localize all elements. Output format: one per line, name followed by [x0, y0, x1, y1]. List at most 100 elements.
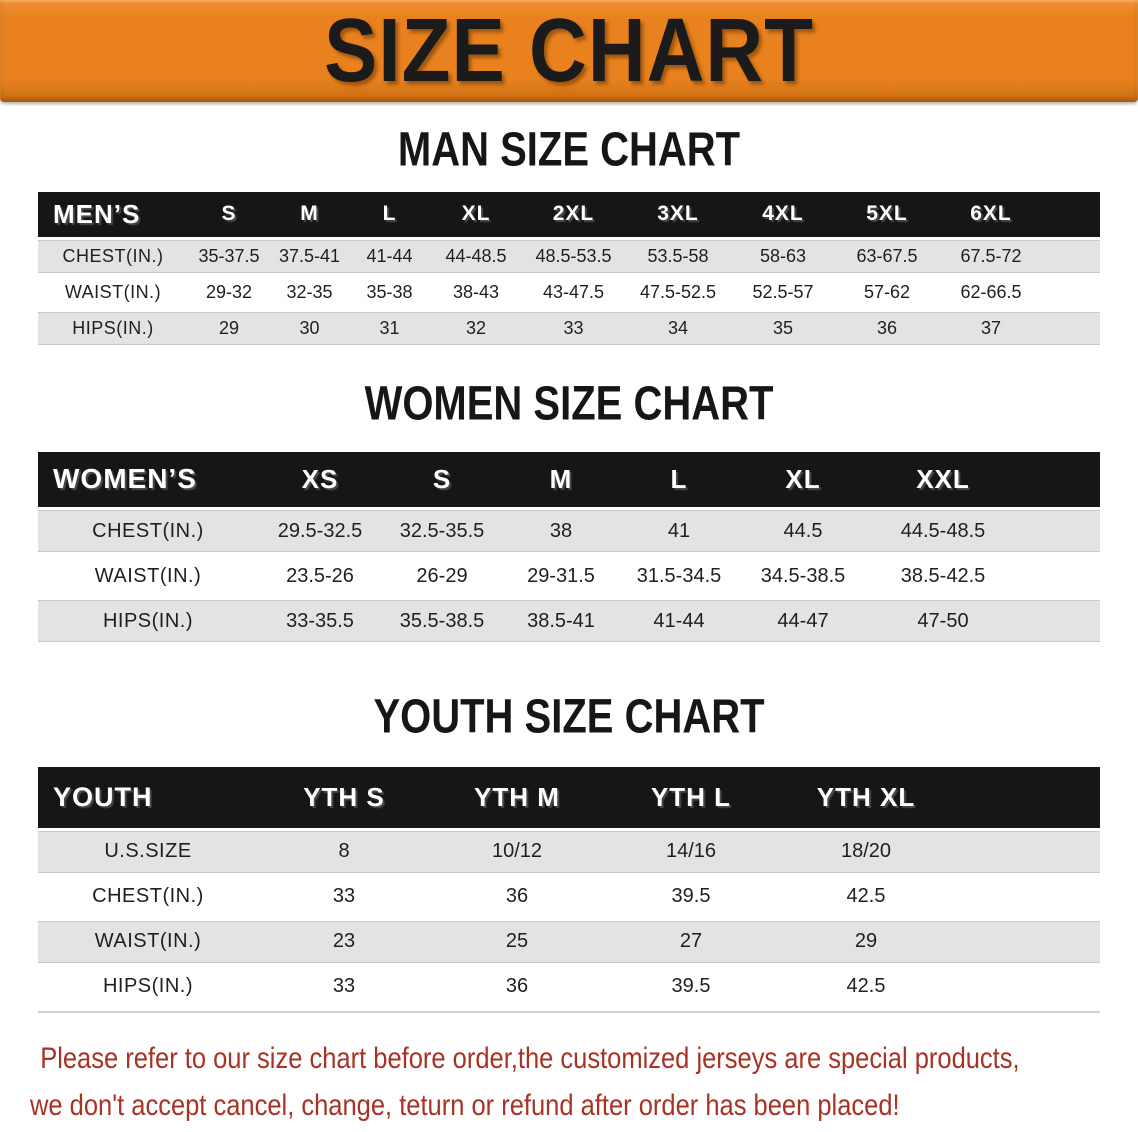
men-hips-row: HIPS(IN.) 29 30 31 32 33 34 35 36 37 — [38, 310, 1100, 348]
row-label: HIPS(IN.) — [38, 310, 188, 348]
men-size-table: MEN’S S M L XL 2XL 3XL 4XL 5XL 6XL CHEST… — [38, 192, 1100, 348]
size-value-cell: 52.5-57 — [731, 274, 835, 312]
column-header: 2XL — [522, 192, 625, 238]
size-value-cell: 62-66.5 — [939, 274, 1043, 312]
size-value-cell: 48.5-53.5 — [522, 236, 625, 276]
size-value-cell: 38.5-41 — [502, 598, 620, 645]
size-value-cell: 33-35.5 — [258, 598, 382, 645]
men-section-title: MAN SIZE CHART — [397, 123, 741, 177]
size-value-cell: 42.5 — [778, 964, 954, 1011]
filler-cell — [954, 964, 1100, 1011]
size-value-cell: 29-32 — [188, 274, 270, 312]
youth-section: YOUTH SIZE CHART YOUTH YTH S YTH M YTH L… — [0, 691, 1138, 1011]
filler-cell — [1018, 553, 1100, 600]
youth-section-title-wrap: YOUTH SIZE CHART — [0, 691, 1138, 744]
size-value-cell: 37.5-41 — [270, 236, 349, 276]
youth-ussize-row: U.S.SIZE 8 10/12 14/16 18/20 — [38, 827, 1100, 876]
size-value-cell: 41-44 — [349, 236, 430, 276]
youth-size-table: YOUTH YTH S YTH M YTH L YTH XL U.S.SIZE … — [38, 767, 1100, 1011]
women-size-table: WOMEN’S XS S M L XL XXL CHEST(IN.) 29.5-… — [38, 451, 1100, 645]
size-value-cell: 35.5-38.5 — [382, 598, 502, 645]
filler-cell — [1043, 236, 1100, 276]
row-label: U.S.SIZE — [38, 827, 258, 876]
men-section-title-wrap: MAN SIZE CHART — [0, 124, 1138, 177]
size-value-cell: 26-29 — [382, 553, 502, 600]
size-value-cell: 41 — [620, 507, 738, 555]
filler-cell — [954, 767, 1100, 829]
row-label: WAIST(IN.) — [38, 919, 258, 966]
filler-cell — [954, 919, 1100, 966]
column-header: YTH XL — [778, 767, 954, 829]
size-value-cell: 47-50 — [868, 598, 1018, 645]
size-value-cell: 38.5-42.5 — [868, 553, 1018, 600]
youth-hips-row: HIPS(IN.) 33 36 39.5 42.5 — [38, 964, 1100, 1011]
size-chart-banner: SIZE CHART — [0, 0, 1138, 102]
size-value-cell: 34 — [625, 310, 731, 348]
size-value-cell: 23 — [258, 919, 430, 966]
size-value-cell: 44-47 — [738, 598, 868, 645]
youth-section-title: YOUTH SIZE CHART — [373, 690, 765, 744]
size-value-cell: 31.5-34.5 — [620, 553, 738, 600]
banner-title: SIZE CHART — [324, 0, 814, 101]
men-section: MAN SIZE CHART MEN’S S M L XL 2XL 3XL 4X… — [0, 124, 1138, 348]
row-label: CHEST(IN.) — [38, 874, 258, 921]
size-value-cell: 36 — [835, 310, 939, 348]
women-chest-row: CHEST(IN.) 29.5-32.5 32.5-35.5 38 41 44.… — [38, 507, 1100, 555]
row-label: CHEST(IN.) — [38, 236, 188, 276]
size-value-cell: 37 — [939, 310, 1043, 348]
men-waist-row: WAIST(IN.) 29-32 32-35 35-38 38-43 43-47… — [38, 274, 1100, 312]
men-chest-row: CHEST(IN.) 35-37.5 37.5-41 41-44 44-48.5… — [38, 236, 1100, 276]
column-header: M — [270, 192, 349, 238]
size-value-cell: 44-48.5 — [430, 236, 522, 276]
size-value-cell: 63-67.5 — [835, 236, 939, 276]
women-section-title: WOMEN SIZE CHART — [364, 377, 774, 430]
column-header: XL — [430, 192, 522, 238]
size-value-cell: 14/16 — [604, 827, 778, 876]
size-value-cell: 32-35 — [270, 274, 349, 312]
size-value-cell: 42.5 — [778, 874, 954, 921]
size-value-cell: 32.5-35.5 — [382, 507, 502, 555]
size-value-cell: 25 — [430, 919, 604, 966]
size-value-cell: 33 — [258, 964, 430, 1011]
size-value-cell: 10/12 — [430, 827, 604, 876]
column-header: M — [502, 451, 620, 509]
column-header: S — [382, 451, 502, 509]
row-label: HIPS(IN.) — [38, 598, 258, 645]
row-label: WAIST(IN.) — [38, 274, 188, 312]
column-header: 5XL — [835, 192, 939, 238]
size-value-cell: 38-43 — [430, 274, 522, 312]
size-value-cell: 53.5-58 — [625, 236, 731, 276]
row-label: HIPS(IN.) — [38, 964, 258, 1011]
size-value-cell: 35 — [731, 310, 835, 348]
column-header: YTH S — [258, 767, 430, 829]
women-section-title-wrap: WOMEN SIZE CHART — [0, 377, 1138, 430]
column-header: L — [349, 192, 430, 238]
size-value-cell: 44.5-48.5 — [868, 507, 1018, 555]
youth-header-row: YOUTH YTH S YTH M YTH L YTH XL — [38, 767, 1100, 829]
youth-chest-row: CHEST(IN.) 33 36 39.5 42.5 — [38, 874, 1100, 921]
column-header: XL — [738, 451, 868, 509]
filler-cell — [1043, 274, 1100, 312]
size-value-cell: 29-31.5 — [502, 553, 620, 600]
order-policy-note: Please refer to our size chart before or… — [30, 1035, 1108, 1129]
filler-cell — [1018, 598, 1100, 645]
size-value-cell: 43-47.5 — [522, 274, 625, 312]
size-value-cell: 27 — [604, 919, 778, 966]
size-value-cell: 35-37.5 — [188, 236, 270, 276]
size-value-cell: 39.5 — [604, 964, 778, 1011]
women-header-row: WOMEN’S XS S M L XL XXL — [38, 451, 1100, 509]
size-value-cell: 36 — [430, 874, 604, 921]
size-value-cell: 44.5 — [738, 507, 868, 555]
women-hips-row: HIPS(IN.) 33-35.5 35.5-38.5 38.5-41 41-4… — [38, 598, 1100, 645]
filler-cell — [1018, 451, 1100, 509]
column-header: YTH M — [430, 767, 604, 829]
column-header: 6XL — [939, 192, 1043, 238]
size-value-cell: 38 — [502, 507, 620, 555]
filler-cell — [954, 874, 1100, 921]
size-value-cell: 32 — [430, 310, 522, 348]
filler-cell — [1018, 507, 1100, 555]
column-header: XXL — [868, 451, 1018, 509]
size-value-cell: 58-63 — [731, 236, 835, 276]
size-value-cell: 36 — [430, 964, 604, 1011]
column-header: YTH L — [604, 767, 778, 829]
